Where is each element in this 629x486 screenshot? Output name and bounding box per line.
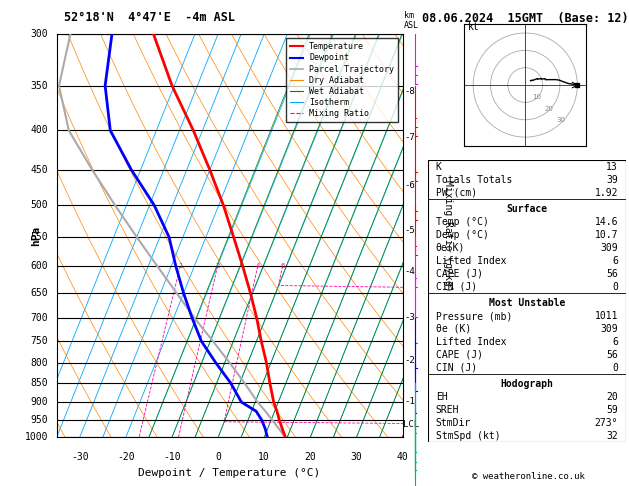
Text: 500: 500 [30,200,48,210]
Text: kt: kt [468,21,480,32]
Text: 750: 750 [30,336,48,346]
Text: CAPE (J): CAPE (J) [436,269,482,278]
Text: 59: 59 [606,405,618,415]
Text: 10: 10 [533,94,542,100]
Text: 0: 0 [612,281,618,292]
Text: -30: -30 [71,451,89,462]
Text: 20: 20 [544,105,554,112]
Text: CIN (J): CIN (J) [436,281,477,292]
Text: 850: 850 [30,378,48,388]
Text: hPa: hPa [31,226,41,246]
Text: 600: 600 [30,261,48,271]
Text: -8: -8 [404,87,415,96]
Text: Temp (°C): Temp (°C) [436,217,489,227]
Text: -2: -2 [404,356,415,365]
Legend: Temperature, Dewpoint, Parcel Trajectory, Dry Adiabat, Wet Adiabat, Isotherm, Mi: Temperature, Dewpoint, Parcel Trajectory… [286,38,398,122]
Text: 1011: 1011 [594,311,618,321]
Text: -6: -6 [404,181,415,191]
Text: 20: 20 [304,451,316,462]
Text: 56: 56 [606,269,618,278]
Text: 400: 400 [30,125,48,136]
Text: 273°: 273° [594,418,618,428]
Text: 10.7: 10.7 [594,230,618,240]
Text: 4: 4 [255,263,260,269]
Text: Lifted Index: Lifted Index [436,256,506,266]
Text: 08.06.2024  15GMT  (Base: 12): 08.06.2024 15GMT (Base: 12) [422,12,628,25]
Text: 40: 40 [397,451,408,462]
Text: 6: 6 [612,256,618,266]
Text: 800: 800 [30,358,48,367]
Text: K: K [436,162,442,172]
Text: Hodograph: Hodograph [500,380,554,389]
Text: StmSpd (kt): StmSpd (kt) [436,431,500,441]
Text: 650: 650 [30,288,48,298]
Text: 700: 700 [30,313,48,323]
Text: 450: 450 [30,165,48,175]
Text: Lifted Index: Lifted Index [436,337,506,347]
Text: LCL: LCL [403,420,420,429]
Text: 2: 2 [215,263,220,269]
Text: -5: -5 [404,226,415,235]
Text: Surface: Surface [506,204,547,214]
Text: 0: 0 [215,451,221,462]
Text: 20: 20 [606,392,618,402]
Text: 350: 350 [30,81,48,91]
Text: CIN (J): CIN (J) [436,363,477,373]
Text: EH: EH [436,392,447,402]
Text: 950: 950 [30,415,48,425]
Text: θe (K): θe (K) [436,324,471,334]
Text: Mixing Ratio (g/kg): Mixing Ratio (g/kg) [443,180,452,292]
Text: -10: -10 [163,451,181,462]
Text: PW (cm): PW (cm) [436,188,477,197]
Text: 13: 13 [606,162,618,172]
Text: CAPE (J): CAPE (J) [436,350,482,360]
Text: SREH: SREH [436,405,459,415]
Text: Most Unstable: Most Unstable [489,298,565,308]
Text: 52°18'N  4°47'E  -4m ASL: 52°18'N 4°47'E -4m ASL [64,11,235,24]
Text: 10: 10 [259,451,270,462]
Text: 309: 309 [600,243,618,253]
Text: Dewpoint / Temperature (°C): Dewpoint / Temperature (°C) [138,468,321,478]
Text: 300: 300 [30,29,48,39]
Text: 6: 6 [281,263,285,269]
Text: 1000: 1000 [25,433,48,442]
Text: -20: -20 [117,451,135,462]
Text: Pressure (mb): Pressure (mb) [436,311,512,321]
Text: -7: -7 [404,133,415,141]
Text: Dewp (°C): Dewp (°C) [436,230,489,240]
Text: θe(K): θe(K) [436,243,465,253]
Text: 14.6: 14.6 [594,217,618,227]
Text: -4: -4 [404,267,415,276]
Text: 32: 32 [606,431,618,441]
Text: -1: -1 [404,397,415,406]
Text: -3: -3 [404,313,415,322]
Text: 0: 0 [612,363,618,373]
Text: 309: 309 [600,324,618,334]
Text: km
ASL: km ASL [404,11,420,30]
Text: StmDir: StmDir [436,418,471,428]
Text: 550: 550 [30,232,48,242]
Text: 1: 1 [178,263,182,269]
Text: Totals Totals: Totals Totals [436,174,512,185]
Text: 56: 56 [606,350,618,360]
Text: 900: 900 [30,397,48,407]
Text: 6: 6 [612,337,618,347]
Text: 39: 39 [606,174,618,185]
Text: © weatheronline.co.uk: © weatheronline.co.uk [472,472,585,481]
Text: 1.92: 1.92 [594,188,618,197]
Text: 30: 30 [556,118,565,123]
Text: 30: 30 [350,451,362,462]
